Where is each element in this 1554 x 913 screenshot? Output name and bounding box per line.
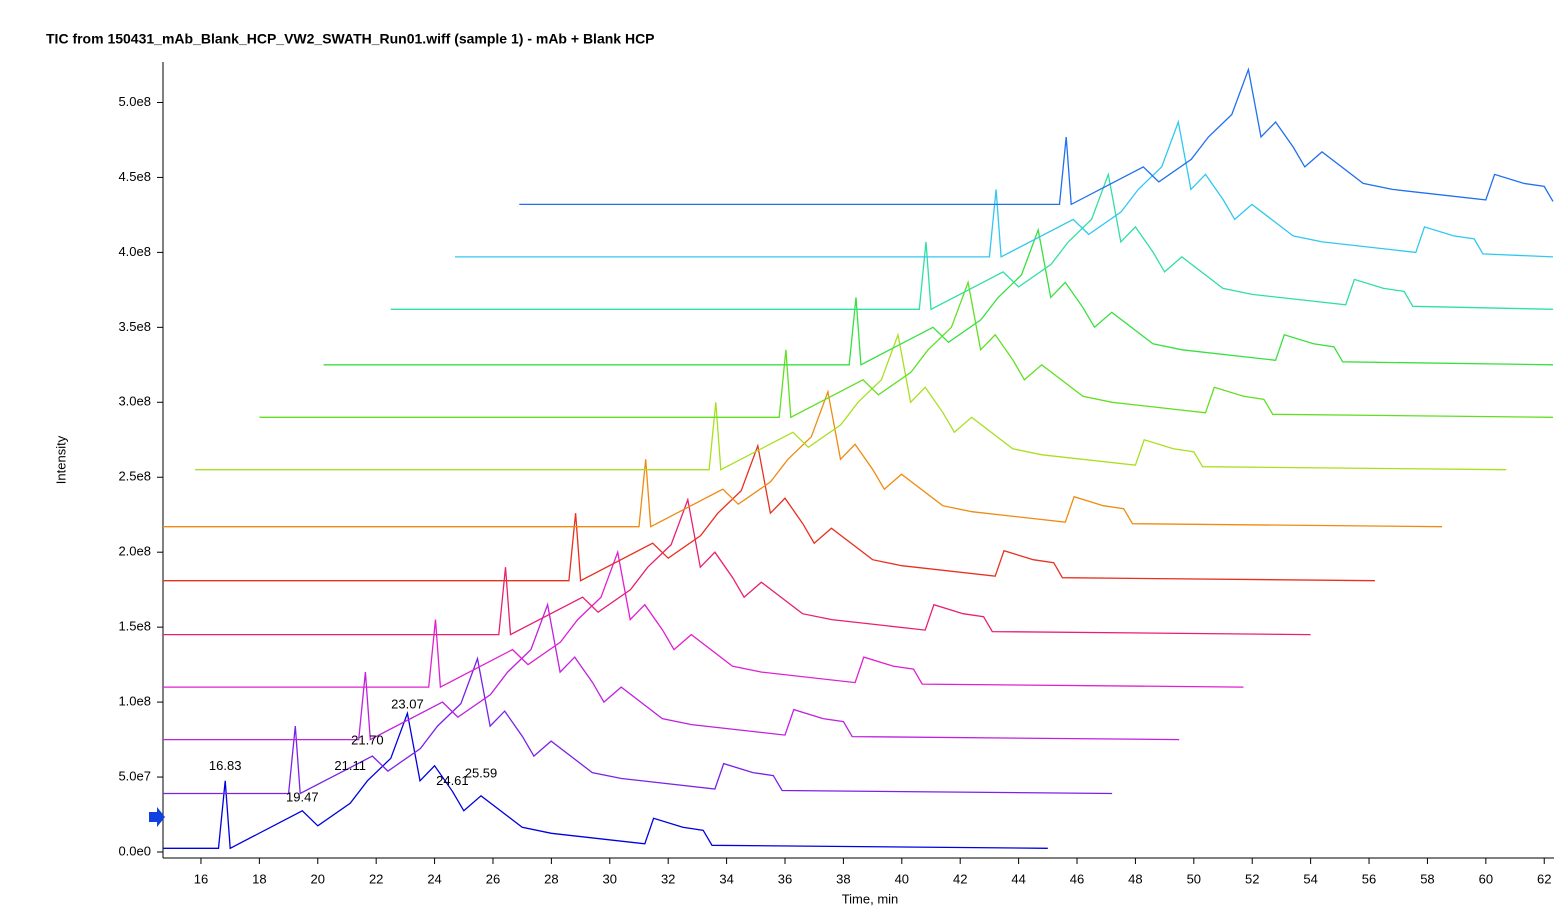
trace	[390, 171, 1554, 311]
x-tick-label: 24	[427, 871, 441, 886]
trace	[259, 279, 1554, 419]
x-tick-label: 30	[603, 871, 617, 886]
trace	[195, 332, 1507, 471]
y-axis-label: Intensity	[53, 435, 68, 484]
x-tick-label: 52	[1245, 871, 1259, 886]
x-tick-label: 34	[719, 871, 733, 886]
trace	[163, 443, 1375, 582]
x-tick-label: 20	[311, 871, 325, 886]
trace	[455, 119, 1554, 258]
trace	[163, 389, 1443, 528]
x-tick-label: 38	[836, 871, 850, 886]
trace	[163, 549, 1244, 689]
peak-label: 24.61	[436, 773, 469, 788]
trace	[519, 67, 1554, 206]
peak-label: 21.11	[334, 758, 366, 773]
x-tick-label: 32	[661, 871, 675, 886]
plot-area	[163, 67, 1554, 850]
chart-title: TIC from 150431_mAb_Blank_HCP_VW2_SWATH_…	[46, 31, 655, 47]
x-tick-label: 16	[194, 871, 208, 886]
x-tick-label: 22	[369, 871, 383, 886]
y-tick-label: 0.0e0	[118, 843, 151, 858]
x-tick-label: 54	[1303, 871, 1317, 886]
x-tick-label: 62	[1537, 871, 1551, 886]
peak-label: 19.47	[286, 789, 319, 804]
trace	[163, 710, 1048, 850]
peak-label: 23.07	[391, 697, 424, 712]
x-tick-label: 50	[1187, 871, 1201, 886]
y-tick-label: 3.5e8	[118, 319, 151, 334]
y-tick-label: 2.0e8	[118, 544, 151, 559]
x-tick-label: 44	[1011, 871, 1025, 886]
x-tick-label: 36	[778, 871, 792, 886]
x-tick-label: 42	[953, 871, 967, 886]
trace	[163, 656, 1113, 795]
x-tick-label: 60	[1479, 871, 1493, 886]
y-tick-label: 4.0e8	[118, 244, 151, 259]
x-axis-label: Time, min	[842, 891, 899, 906]
x-tick-label: 48	[1128, 871, 1142, 886]
trace	[163, 602, 1180, 741]
x-tick-label: 18	[252, 871, 266, 886]
y-tick-label: 5.0e8	[118, 94, 151, 109]
trace	[323, 227, 1554, 366]
trace	[163, 497, 1311, 636]
peak-label: 25.59	[465, 765, 498, 780]
y-tick-label: 1.5e8	[118, 619, 151, 634]
peak-label: 16.83	[209, 758, 242, 773]
threshold-arrow	[149, 807, 165, 827]
y-tick-label: 3.0e8	[118, 394, 151, 409]
x-tick-label: 46	[1070, 871, 1084, 886]
peak-label: 21.70	[351, 733, 384, 748]
x-tick-label: 26	[486, 871, 500, 886]
x-tick-label: 58	[1420, 871, 1434, 886]
y-tick-label: 2.5e8	[118, 469, 151, 484]
x-tick-label: 56	[1362, 871, 1376, 886]
y-tick-label: 4.5e8	[118, 169, 151, 184]
y-tick-label: 1.0e8	[118, 694, 151, 709]
y-tick-label: 5.0e7	[118, 768, 151, 783]
x-tick-label: 28	[544, 871, 558, 886]
x-tick-label: 40	[895, 871, 909, 886]
